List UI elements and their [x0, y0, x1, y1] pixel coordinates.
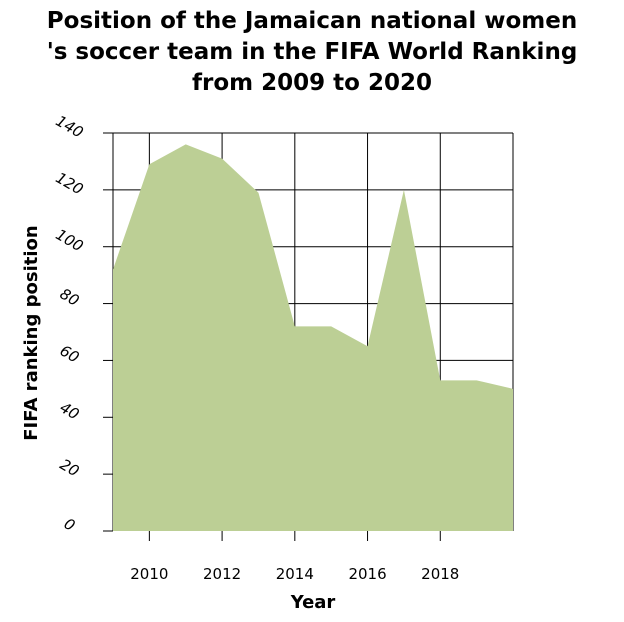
x-tick-label: 2012: [203, 565, 241, 583]
x-axis-ticks: 2010 2012 2014 2016 2018: [130, 565, 459, 583]
chart-title-line-2: 's soccer team in the FIFA World Ranking: [46, 39, 578, 65]
y-tick-label: 20: [57, 455, 83, 480]
chart-title: Position of the Jamaican national women …: [0, 6, 624, 99]
area-series: [113, 144, 513, 531]
x-tick-label: 2018: [421, 565, 459, 583]
x-tick-label: 2014: [276, 565, 314, 583]
y-tick-label: 0: [61, 514, 78, 534]
y-axis-title: FIFA ranking position: [21, 225, 42, 440]
x-axis-title: Year: [290, 592, 336, 613]
chart-title-line-1: Position of the Jamaican national women: [46, 8, 578, 34]
x-tick-label: 2010: [130, 565, 168, 583]
y-tick-label: 140: [53, 112, 87, 142]
chart-title-line-3: from 2009 to 2020: [192, 70, 432, 96]
x-tick-label: 2016: [348, 565, 386, 583]
y-tick-label: 120: [53, 169, 87, 199]
y-axis-ticks: 0 20 40 60 80 100 120 140: [53, 112, 87, 535]
y-tick-label: 100: [53, 225, 87, 255]
plot-area: [113, 144, 513, 531]
y-tick-label: 60: [57, 342, 83, 367]
y-tick-label: 40: [57, 398, 83, 423]
y-tick-label: 80: [57, 285, 83, 310]
